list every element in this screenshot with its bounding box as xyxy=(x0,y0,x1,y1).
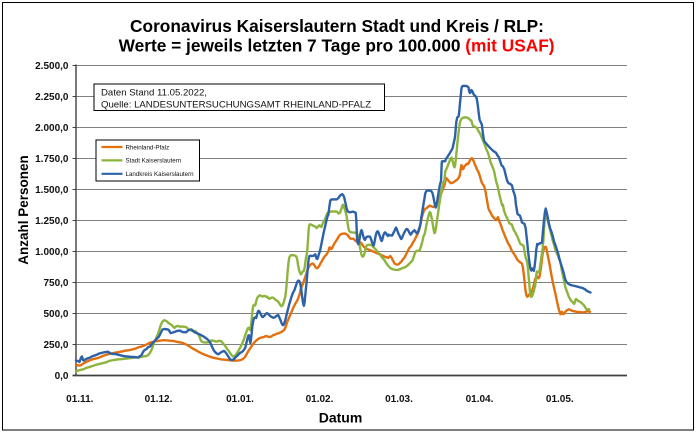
svg-text:1.250,0: 1.250,0 xyxy=(35,216,69,227)
svg-text:01.01.: 01.01. xyxy=(226,394,254,405)
svg-text:Rheinland-Pfalz: Rheinland-Pfalz xyxy=(126,144,170,151)
svg-text:250,0: 250,0 xyxy=(43,340,68,351)
svg-text:1.500,0: 1.500,0 xyxy=(35,185,69,196)
svg-text:Anzahl Personen: Anzahl Personen xyxy=(16,155,31,265)
svg-text:Landkreis Kaiserslautern: Landkreis Kaiserslautern xyxy=(126,171,195,178)
svg-text:01.02.: 01.02. xyxy=(306,394,334,405)
svg-text:Stadt Kaiserslautern: Stadt Kaiserslautern xyxy=(126,158,182,165)
svg-text:01.12.: 01.12. xyxy=(145,394,173,405)
svg-text:750,0: 750,0 xyxy=(43,278,68,289)
svg-text:2.250,0: 2.250,0 xyxy=(35,92,69,103)
svg-text:01.04.: 01.04. xyxy=(466,394,494,405)
svg-text:Werte = jeweils letzten 7 Tage: Werte = jeweils letzten 7 Tage pro 100.0… xyxy=(119,36,555,56)
svg-text:2.000,0: 2.000,0 xyxy=(35,123,69,134)
svg-text:0,0: 0,0 xyxy=(55,371,69,382)
svg-text:01.11.: 01.11. xyxy=(66,394,93,405)
svg-text:1.750,0: 1.750,0 xyxy=(35,154,69,165)
svg-text:500,0: 500,0 xyxy=(43,309,68,320)
svg-text:Coronavirus Kaiserslautern Sta: Coronavirus Kaiserslautern Stadt und Kre… xyxy=(130,16,544,36)
svg-text:1.000,0: 1.000,0 xyxy=(35,247,69,258)
svg-text:2.500,0: 2.500,0 xyxy=(35,61,69,72)
svg-text:01.03.: 01.03. xyxy=(385,394,413,405)
svg-text:01.05.: 01.05. xyxy=(546,394,574,405)
svg-text:Daten Stand 11.05.2022,: Daten Stand 11.05.2022, xyxy=(101,88,207,99)
svg-text:Quelle: LANDESUNTERSUCHUNGSAMT: Quelle: LANDESUNTERSUCHUNGSAMT RHEINLAND… xyxy=(101,100,371,111)
svg-text:Datum: Datum xyxy=(319,409,363,425)
